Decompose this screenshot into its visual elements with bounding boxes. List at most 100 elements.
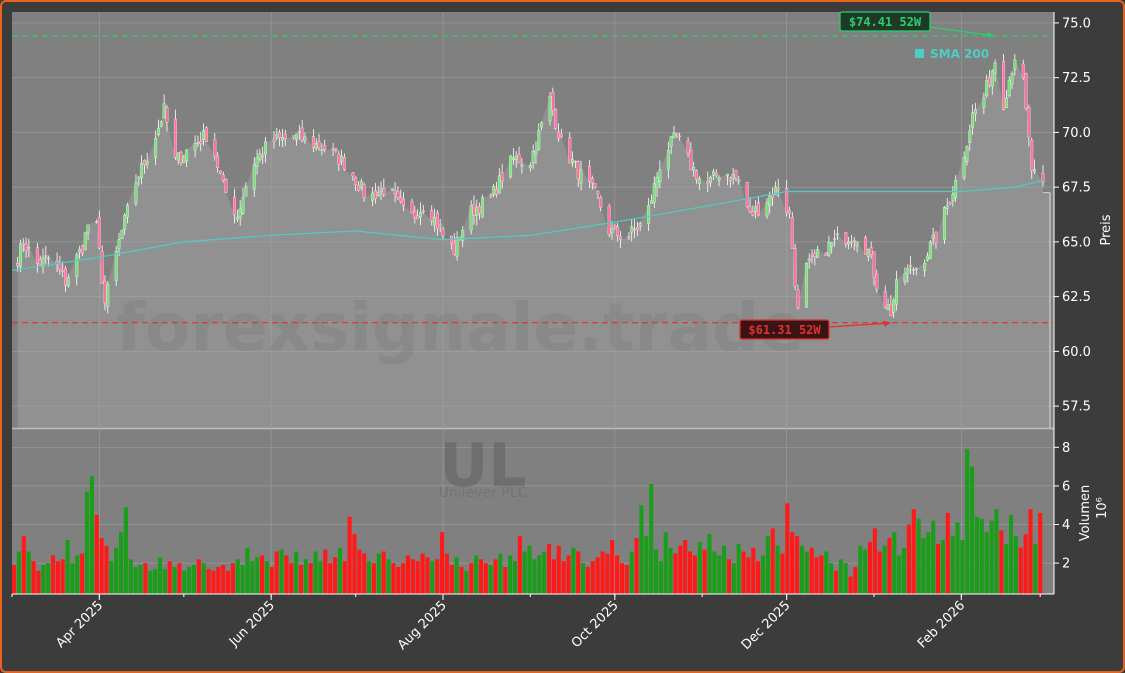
volume-bar [965, 449, 970, 594]
candle-body [354, 177, 358, 185]
volume-bar [260, 555, 265, 594]
volume-bar [31, 561, 36, 594]
candle-body [61, 269, 65, 272]
candle-body [717, 177, 721, 181]
candle-body [824, 252, 828, 256]
candle-body [599, 197, 603, 208]
candle-body [768, 195, 772, 206]
volume-bar [687, 551, 693, 594]
candle-body [520, 163, 524, 167]
candle-body [480, 197, 484, 218]
volume-bar [814, 557, 819, 594]
volume-bar [517, 536, 522, 594]
volume-bar [269, 567, 274, 594]
candle-body [449, 235, 453, 245]
price-tick-label: 67.5 [1062, 181, 1091, 196]
candle-body [44, 255, 48, 257]
volume-bar [357, 549, 362, 594]
volume-bar [12, 565, 17, 594]
volume-bar [668, 547, 673, 594]
candle-body [359, 180, 363, 188]
volume-bar [970, 466, 975, 594]
volume-bar [284, 555, 289, 594]
candle-body [154, 138, 158, 159]
volume-bar [46, 563, 51, 594]
candle-body [497, 175, 501, 194]
price-panel-background [12, 12, 1054, 428]
52w-low-label: $61.31 52W [748, 323, 821, 337]
volume-bar [639, 505, 644, 594]
candle-body [390, 188, 394, 191]
candle-body [303, 136, 307, 141]
candle-body [852, 240, 856, 242]
volume-bar [897, 555, 902, 594]
volume-bar [619, 563, 625, 594]
candle-body [117, 239, 121, 249]
volume-bar [955, 522, 960, 594]
candle-body [968, 130, 972, 143]
candle-body [911, 269, 915, 271]
candle-body [452, 241, 456, 255]
volume-bar [790, 532, 795, 594]
candle-body [393, 190, 397, 194]
volume-bar [264, 561, 270, 594]
candle-body [1030, 139, 1034, 171]
volume-bar [760, 555, 766, 594]
candle-body [551, 91, 555, 111]
candle-body [1002, 61, 1006, 110]
candle-body [165, 107, 169, 123]
candle-body [579, 169, 583, 184]
volume-bar [60, 559, 65, 594]
volume-bar [133, 567, 138, 594]
candle-body [173, 118, 177, 158]
volume-bar [585, 567, 590, 594]
volume-bar [867, 541, 873, 594]
volume-bar [581, 563, 586, 594]
candle-body [238, 208, 242, 219]
candle-body [16, 263, 20, 267]
volume-bar [1033, 543, 1038, 594]
candle-body [576, 161, 580, 180]
volume-bar [459, 567, 464, 594]
candle-body [182, 156, 186, 163]
candle-body [193, 143, 197, 151]
volume-bar [833, 570, 839, 594]
candle-body [461, 230, 465, 242]
volume-bar [50, 555, 56, 594]
volume-bar [474, 555, 479, 594]
candle-body [433, 216, 436, 226]
candle-body [866, 248, 870, 257]
candle-body [593, 183, 597, 188]
volume-bar [294, 551, 299, 594]
volume-bar [177, 563, 182, 594]
volume-bar [498, 553, 503, 594]
volume-bar [415, 561, 420, 594]
volume-bar [794, 536, 800, 594]
volume-bar [940, 540, 945, 594]
candle-body [295, 133, 298, 141]
candle-body [982, 97, 986, 108]
sma-200-line: SMA 200 [11, 47, 1044, 271]
candle-body [351, 172, 355, 177]
candle-body [942, 207, 946, 240]
volume-bar [109, 561, 114, 594]
candle-body [185, 149, 189, 161]
candle-body [323, 145, 327, 150]
candle-body [706, 181, 710, 184]
candle-body [416, 215, 420, 219]
volume-bar [804, 551, 809, 594]
candle-body [847, 241, 851, 245]
candle-body [965, 146, 969, 162]
volume-tick-label: 2 [1062, 557, 1070, 572]
volume-bar [576, 551, 581, 594]
candle-body [272, 138, 276, 142]
candle-body [419, 212, 422, 218]
volume-bar [678, 545, 683, 594]
candle-body [145, 160, 149, 165]
candle-body [931, 234, 935, 239]
candle-body [478, 206, 482, 214]
candle-body [678, 135, 682, 138]
volume-bar [1008, 514, 1014, 594]
volume-bar [289, 563, 294, 594]
candle-body [126, 204, 129, 218]
